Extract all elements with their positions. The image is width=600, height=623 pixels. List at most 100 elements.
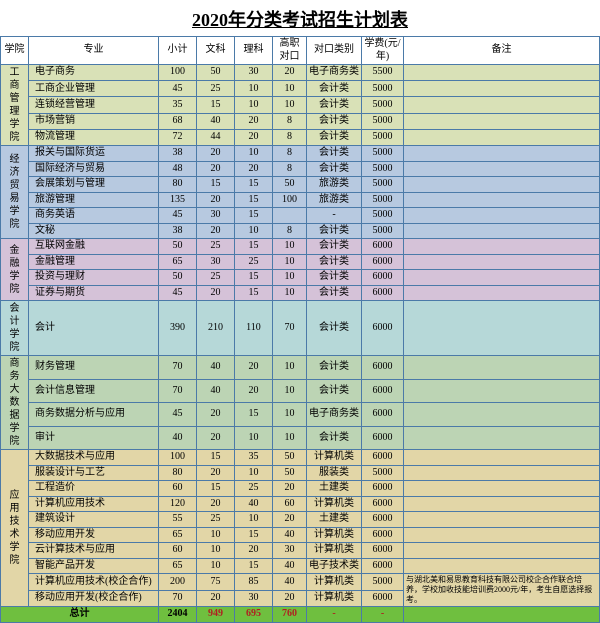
- cell-major: 计算机应用技术(校企合作): [29, 574, 159, 591]
- cell-major: 审计: [29, 426, 159, 450]
- cell-category: 会计类: [307, 356, 362, 380]
- cell-major: 商务数据分析与应用: [29, 403, 159, 427]
- cell-vocational: 10: [273, 239, 307, 255]
- cell-major: 互联网金融: [29, 239, 159, 255]
- table-row: 国际经济与贸易4820208会计类5000: [1, 161, 600, 177]
- th-vocational: 高职对口: [273, 37, 307, 65]
- cell-tuition: 6000: [362, 239, 404, 255]
- cell-arts: 25: [197, 270, 235, 286]
- cell-arts: 20: [197, 426, 235, 450]
- cell-science: 35: [235, 450, 273, 466]
- cell-tuition: 6000: [362, 379, 404, 403]
- cell-arts: 20: [197, 161, 235, 177]
- cell-arts: 20: [197, 403, 235, 427]
- cell-science: 10: [235, 97, 273, 113]
- cell-category: 会计类: [307, 129, 362, 145]
- table-row: 证券与期货45201510会计类6000: [1, 285, 600, 301]
- cell-major: 云计算技术与应用: [29, 543, 159, 559]
- cell-arts: 15: [197, 97, 235, 113]
- cell-category: 会计类: [307, 97, 362, 113]
- cell-remark: [404, 527, 600, 543]
- cell-remark: 与湖北美和易思教育科技有限公司校企合作联合培养，学校加收技能培训费2000元/年…: [404, 574, 600, 607]
- table-row: 智能产品开发65101540电子技术类6000: [1, 558, 600, 574]
- cell-remark: [404, 254, 600, 270]
- table-row: 会计信息管理70402010会计类6000: [1, 379, 600, 403]
- cell-arts: 30: [197, 254, 235, 270]
- page-title: 2020年分类考试招生计划表: [0, 0, 600, 36]
- cell-science: 15: [235, 527, 273, 543]
- cell-vocational: 10: [273, 379, 307, 403]
- table-row: 物流管理7244208会计类5000: [1, 129, 600, 145]
- cell-remark: [404, 558, 600, 574]
- th-arts: 文科: [197, 37, 235, 65]
- cell-science: 85: [235, 574, 273, 591]
- cell-remark: [404, 496, 600, 512]
- cell-arts: 25: [197, 81, 235, 97]
- cell-major: 计算机应用技术: [29, 496, 159, 512]
- cell-arts: 75: [197, 574, 235, 591]
- cell-remark: [404, 356, 600, 380]
- cell-tuition: 6000: [362, 481, 404, 497]
- cell-remark: [404, 270, 600, 286]
- th-category: 对口类别: [307, 37, 362, 65]
- cell-arts: 20: [197, 465, 235, 481]
- cell-subtotal: 135: [159, 192, 197, 208]
- cell-science: 15: [235, 208, 273, 224]
- cell-category: 会计类: [307, 426, 362, 450]
- cell-science: 10: [235, 426, 273, 450]
- cell-tuition: 6000: [362, 543, 404, 559]
- header-row: 学院 专业 小计 文科 理科 高职对口 对口类别 学费(元/年) 备注: [1, 37, 600, 65]
- cell-subtotal: 80: [159, 465, 197, 481]
- th-subtotal: 小计: [159, 37, 197, 65]
- cell-vocational: 70: [273, 301, 307, 356]
- cell-science: 10: [235, 512, 273, 528]
- cell-major: 大数据技术与应用: [29, 450, 159, 466]
- cell-major: 移动应用开发(校企合作): [29, 590, 159, 607]
- cell-vocational: 10: [273, 270, 307, 286]
- cell-remark: [404, 146, 600, 162]
- cell-science: 110: [235, 301, 273, 356]
- cell-science: 10: [235, 465, 273, 481]
- th-remark: 备注: [404, 37, 600, 65]
- cell-tuition: 5000: [362, 574, 404, 591]
- cell-arts: 25: [197, 512, 235, 528]
- dept-cell: 金融学院: [1, 239, 29, 301]
- cell-tuition: 5000: [362, 192, 404, 208]
- dept-cell: 工商管理学院: [1, 65, 29, 146]
- total-remark: [404, 607, 600, 623]
- cell-vocational: 40: [273, 558, 307, 574]
- cell-science: 10: [235, 81, 273, 97]
- cell-tuition: 6000: [362, 285, 404, 301]
- table-row: 工商管理学院电子商务100503020电子商务类5500: [1, 65, 600, 81]
- cell-remark: [404, 465, 600, 481]
- cell-subtotal: 50: [159, 270, 197, 286]
- cell-subtotal: 60: [159, 543, 197, 559]
- table-row: 金融管理65302510会计类6000: [1, 254, 600, 270]
- cell-arts: 20: [197, 590, 235, 607]
- cell-category: 电子技术类: [307, 558, 362, 574]
- cell-tuition: 5000: [362, 113, 404, 129]
- cell-subtotal: 45: [159, 285, 197, 301]
- cell-vocational: 40: [273, 574, 307, 591]
- cell-major: 物流管理: [29, 129, 159, 145]
- cell-vocational: 40: [273, 527, 307, 543]
- cell-tuition: 5000: [362, 146, 404, 162]
- table-row: 旅游管理1352015100旅游类5000: [1, 192, 600, 208]
- cell-category: 会计类: [307, 239, 362, 255]
- cell-major: 电子商务: [29, 65, 159, 81]
- total-tuition: -: [362, 607, 404, 623]
- cell-vocational: 8: [273, 223, 307, 239]
- cell-major: 会计信息管理: [29, 379, 159, 403]
- cell-tuition: 5000: [362, 129, 404, 145]
- table-row: 市场营销6840208会计类5000: [1, 113, 600, 129]
- cell-major: 投资与理财: [29, 270, 159, 286]
- cell-vocational: 10: [273, 356, 307, 380]
- cell-remark: [404, 543, 600, 559]
- cell-tuition: 5500: [362, 65, 404, 81]
- cell-vocational: 8: [273, 161, 307, 177]
- cell-tuition: 5000: [362, 161, 404, 177]
- cell-category: -: [307, 208, 362, 224]
- cell-subtotal: 45: [159, 208, 197, 224]
- cell-science: 20: [235, 356, 273, 380]
- cell-vocational: 20: [273, 590, 307, 607]
